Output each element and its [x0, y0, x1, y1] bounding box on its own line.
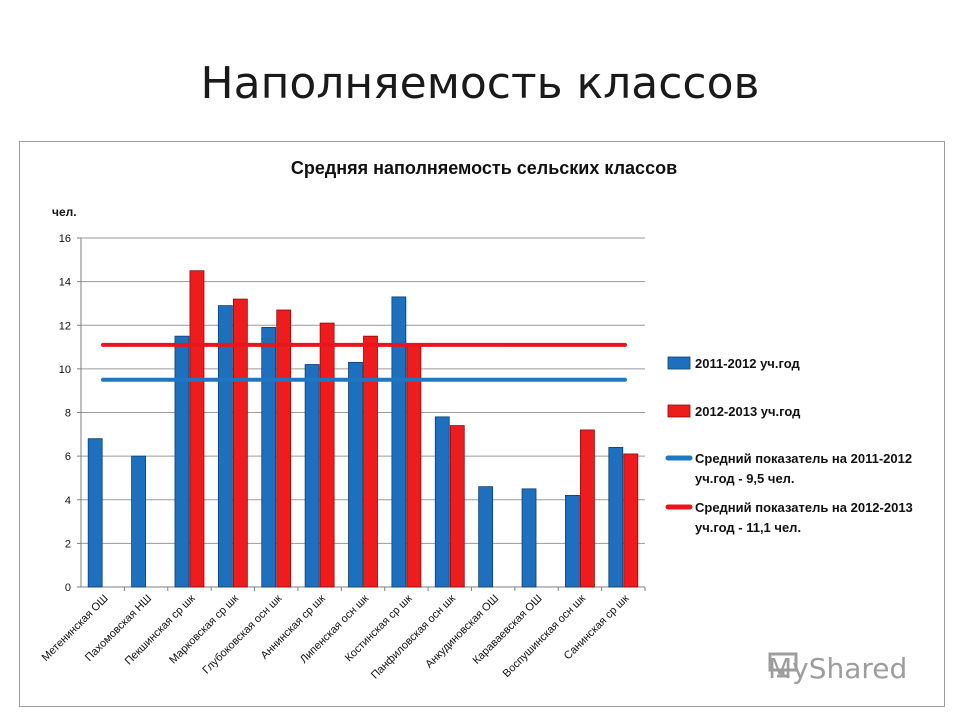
chart-title: Средняя наполняемость сельских классов — [291, 158, 677, 178]
y-tick-label: 16 — [59, 233, 71, 245]
presentation-board-icon — [768, 652, 798, 678]
slide-title: Наполняемость классов — [200, 58, 760, 109]
bar-2012-2013 — [276, 309, 292, 588]
legend-avg-2012-2013-label: Средний показатель на 2012-2013 — [695, 500, 913, 515]
y-tick-label: 6 — [65, 451, 71, 463]
bar-2012-2013 — [449, 425, 465, 588]
legend-2011-2012-label: 2011-2012 уч.год — [695, 356, 800, 371]
bar-2012-2013 — [623, 453, 639, 588]
y-tick-label: 8 — [65, 408, 71, 420]
legend-avg-2011-2012-label: Средний показатель на 2011-2012 — [695, 451, 912, 466]
bar-2012-2013 — [580, 429, 595, 588]
bar-2011-2012 — [217, 305, 233, 588]
bar-2011-2012 — [261, 327, 277, 588]
x-tick-label: Анкудиновская ОШ — [423, 593, 501, 671]
bar-2011-2012 — [87, 438, 103, 588]
bar-2011-2012 — [434, 416, 450, 588]
legend-avg-2012-2013-label: уч.год - 11,1 чел. — [695, 520, 801, 535]
bar-2011-2012 — [608, 446, 624, 588]
bar-2012-2013 — [189, 270, 205, 588]
bar-2012-2013 — [232, 298, 248, 588]
chart-frame — [19, 141, 945, 707]
legend-2012-2013-swatch — [667, 404, 691, 418]
legend-2011-2012-swatch — [667, 356, 691, 370]
bar-2011-2012 — [348, 361, 363, 588]
y-axis-label: чел. — [52, 205, 77, 219]
bar-2011-2012 — [174, 335, 190, 588]
y-tick-label: 12 — [59, 320, 71, 332]
x-tick-label: Глубоковская осн шк — [200, 593, 284, 677]
bar-2011-2012 — [565, 494, 580, 588]
y-tick-label: 14 — [59, 277, 71, 289]
y-tick-label: 0 — [65, 582, 71, 594]
legend-avg-2011-2012-label: уч.год - 9,5 чел. — [695, 471, 795, 486]
x-tick-label: Панфиловская осн шк — [369, 593, 458, 682]
y-tick-label: 10 — [59, 364, 71, 376]
legend-2012-2013-label: 2012-2013 уч.год — [695, 404, 801, 419]
bar-2011-2012 — [391, 296, 407, 588]
watermark-logo: MyShared — [768, 652, 907, 685]
bar-2011-2012 — [304, 364, 320, 588]
y-tick-label: 2 — [65, 538, 71, 550]
bar-2011-2012 — [478, 486, 494, 588]
bar-2011-2012 — [131, 455, 146, 588]
bar-2011-2012 — [521, 488, 537, 588]
x-tick-label: Воспушинская осн шк — [501, 593, 588, 680]
bar-2012-2013 — [319, 322, 335, 588]
bar-2012-2013 — [363, 335, 378, 588]
y-tick-label: 4 — [65, 495, 71, 507]
